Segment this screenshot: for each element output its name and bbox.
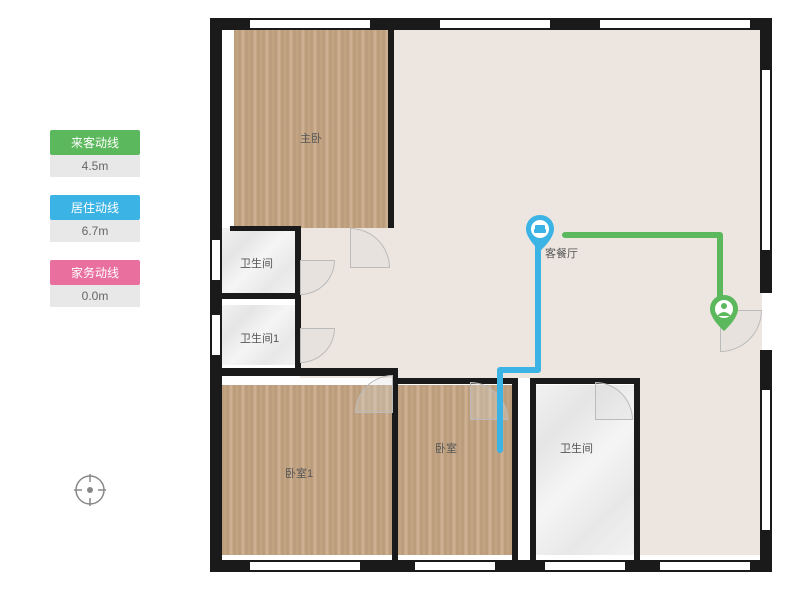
circulation-paths <box>200 10 780 580</box>
path-living <box>500 235 538 450</box>
legend-item-guest: 来客动线 4.5m <box>50 130 140 177</box>
path-guest <box>565 235 720 315</box>
marker-bed-icon <box>526 215 554 251</box>
legend-label-living: 居住动线 <box>50 195 140 220</box>
legend-item-house: 家务动线 0.0m <box>50 260 140 307</box>
legend-label-guest: 来客动线 <box>50 130 140 155</box>
legend-item-living: 居住动线 6.7m <box>50 195 140 242</box>
legend-value-house: 0.0m <box>50 285 140 307</box>
marker-person-icon <box>710 295 738 331</box>
floorplan-canvas: 主卧 卫生间 卫生间1 卧室1 卧室 卫生间 客餐厅 <box>200 10 780 580</box>
legend-panel: 来客动线 4.5m 居住动线 6.7m 家务动线 0.0m <box>50 130 140 325</box>
legend-label-house: 家务动线 <box>50 260 140 285</box>
legend-value-living: 6.7m <box>50 220 140 242</box>
legend-value-guest: 4.5m <box>50 155 140 177</box>
compass-icon <box>70 470 110 510</box>
